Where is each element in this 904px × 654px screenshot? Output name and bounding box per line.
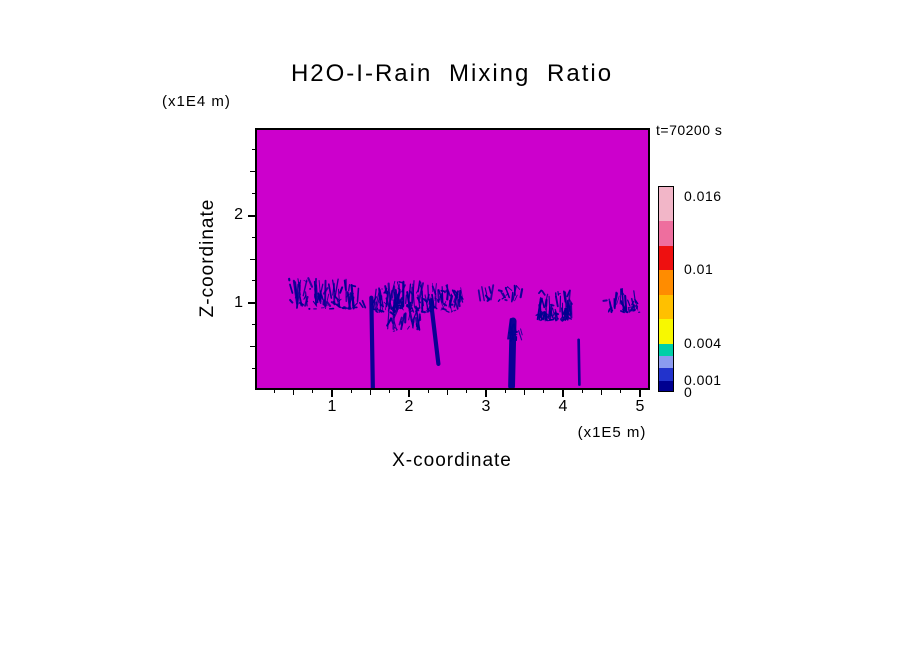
y-tick <box>250 171 255 173</box>
colorbar-segment <box>659 187 673 222</box>
y-tick <box>252 367 255 369</box>
x-tick <box>408 390 411 397</box>
x-tick <box>369 390 371 395</box>
colorbar-label: 0.001 <box>684 371 722 388</box>
x-tick-label: 1 <box>327 398 337 415</box>
heatmap-canvas <box>257 130 648 388</box>
y-tick <box>248 302 255 305</box>
x-tick <box>427 390 429 393</box>
x-tick-label: 3 <box>481 398 491 415</box>
chart-title: H2O-I-Rain Mixing Ratio <box>290 60 614 87</box>
colorbar-segment <box>659 319 673 344</box>
y-axis-title: Z-coordinate <box>197 198 218 318</box>
x-tick <box>389 390 391 393</box>
colorbar-label: 0.016 <box>684 187 722 204</box>
y-tick-label: 1 <box>234 293 243 311</box>
y-tick <box>252 280 255 282</box>
x-axis-units-label: (x1E5 m) <box>577 424 647 441</box>
x-tick-label: 4 <box>558 398 568 415</box>
x-tick <box>639 390 642 397</box>
x-tick <box>485 390 488 397</box>
colorbar <box>658 186 674 392</box>
x-tick <box>543 390 545 393</box>
colorbar-label: 0.004 <box>684 334 722 351</box>
y-tick <box>250 345 255 347</box>
x-tick <box>331 390 334 397</box>
colorbar-segment <box>659 356 673 369</box>
plot-area <box>255 128 650 390</box>
colorbar-label: 0.01 <box>684 261 714 278</box>
y-tick <box>252 193 255 194</box>
y-tick <box>252 324 255 325</box>
x-tick <box>312 390 314 393</box>
x-tick-label: 5 <box>635 398 645 415</box>
time-annotation: t=70200 s <box>656 122 723 138</box>
colorbar-segment <box>659 368 673 381</box>
y-tick <box>252 149 255 151</box>
x-tick <box>466 390 468 393</box>
colorbar-label: 0 <box>684 384 693 400</box>
x-tick <box>562 390 565 397</box>
x-tick <box>600 390 602 395</box>
x-axis-title: X-coordinate <box>392 450 512 471</box>
x-tick <box>523 390 525 395</box>
y-tick <box>252 236 255 238</box>
x-tick <box>504 390 506 393</box>
x-tick <box>273 390 275 393</box>
colorbar-segment <box>659 343 673 357</box>
x-tick <box>620 390 622 393</box>
x-tick <box>581 390 583 393</box>
y-axis-units-label: (x1E4 m) <box>162 93 231 110</box>
colorbar-segment <box>659 221 673 246</box>
colorbar-segment <box>659 245 673 271</box>
y-tick <box>250 258 255 260</box>
y-tick <box>248 214 255 217</box>
x-tick-label: 2 <box>404 398 414 415</box>
colorbar-segment <box>659 294 673 320</box>
x-tick <box>292 390 294 395</box>
y-tick-label: 2 <box>234 206 243 224</box>
x-tick <box>446 390 448 395</box>
colorbar-segment <box>659 270 673 295</box>
x-tick <box>350 390 352 393</box>
colorbar-segment <box>659 380 673 391</box>
